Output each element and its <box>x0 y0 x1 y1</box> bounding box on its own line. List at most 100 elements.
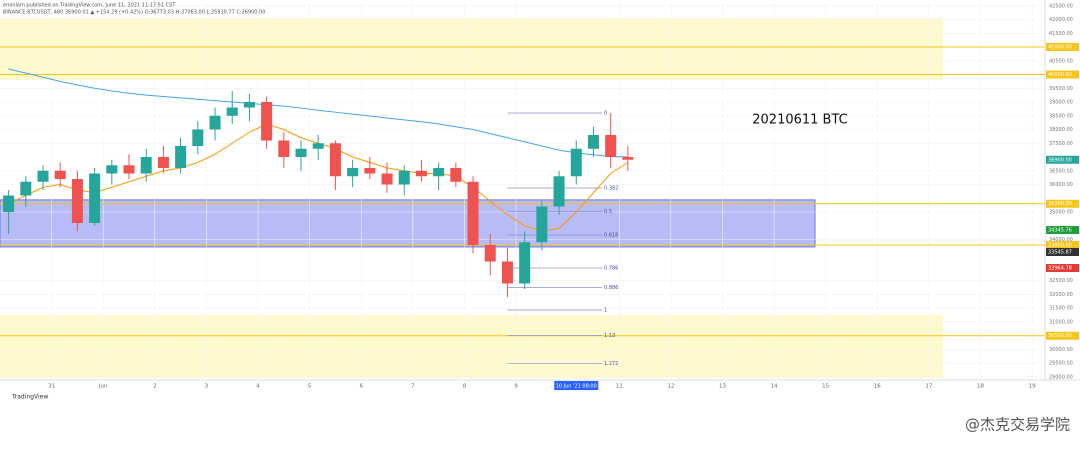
x-tick-label: 19 <box>1029 384 1036 390</box>
level-label: 34345.76 <box>1048 228 1072 234</box>
level-label-box <box>1046 43 1079 52</box>
y-tick-label: 42000.00 <box>1049 17 1073 23</box>
candle-body <box>536 206 548 243</box>
y-tick-label: 38000.00 <box>1049 127 1073 133</box>
candle-body <box>467 181 479 245</box>
candle-body <box>157 157 169 169</box>
candle-body <box>140 157 152 174</box>
candle-body <box>192 129 204 147</box>
candle-body <box>433 168 445 177</box>
y-tick-label: 30000.00 <box>1049 347 1073 353</box>
fib-label: 0.886 <box>604 285 618 291</box>
fib-label: 0.382 <box>604 185 618 191</box>
y-tick-label: 31000.00 <box>1049 319 1073 325</box>
candle-body <box>261 102 273 141</box>
x-tick-label: 31 <box>48 384 55 390</box>
ma-line <box>8 68 628 158</box>
cursor-label-box <box>554 381 599 390</box>
candle-body <box>278 140 290 158</box>
fib-label: 0.786 <box>604 265 618 271</box>
candle-body <box>123 165 135 174</box>
watermark: @杰克交易学院 <box>965 416 1070 434</box>
candle-body <box>501 261 513 284</box>
level-label-box <box>1046 155 1079 164</box>
candle-body <box>519 242 531 284</box>
zone <box>0 315 943 379</box>
level-label: 33800.00 <box>1048 242 1072 248</box>
level-label-box <box>1046 263 1079 272</box>
candle-body <box>415 170 427 177</box>
level-label: 41000.00 <box>1048 45 1072 51</box>
candle-body <box>209 115 221 130</box>
header: eminlam published on TradingView.com, Ju… <box>3 3 176 9</box>
fib-label: 0.618 <box>604 232 618 238</box>
fib-label: 0 <box>604 111 607 117</box>
level-label-box <box>1046 199 1079 208</box>
level-label: 35300.00 <box>1048 201 1072 207</box>
y-tick-label: 40500.00 <box>1049 58 1073 64</box>
candle-body <box>312 143 324 149</box>
candle-body <box>484 244 496 262</box>
candle-body <box>570 148 582 177</box>
x-tick-label: 13 <box>719 384 726 390</box>
x-tick-label: 3 <box>205 384 209 390</box>
candle-body <box>175 146 187 169</box>
fib-label: 1 <box>604 307 607 313</box>
x-tick-label: 4 <box>256 384 260 390</box>
fib-label: 1.272 <box>604 361 618 367</box>
candle-body <box>243 102 255 108</box>
candle-body <box>329 143 341 177</box>
candle-body <box>295 148 307 158</box>
x-tick-label: Jun <box>98 384 108 390</box>
candle-body <box>226 107 238 116</box>
brand: TradingView <box>11 394 48 401</box>
y-tick-label: 36500.00 <box>1049 168 1073 174</box>
x-tick-label: 11 <box>616 384 623 390</box>
candle-body <box>20 181 32 196</box>
y-tick-label: 35000.00 <box>1049 209 1073 215</box>
y-tick-label: 36000.00 <box>1049 182 1073 188</box>
candle-body <box>605 135 617 158</box>
candle-body <box>622 157 634 160</box>
y-tick-label: 41500.00 <box>1049 31 1073 37</box>
y-tick-label: 37500.00 <box>1049 141 1073 147</box>
zone <box>0 18 943 81</box>
y-tick-label: 32500.00 <box>1049 278 1073 284</box>
level-label: 40000.00 <box>1048 72 1072 78</box>
x-tick-label: 14 <box>771 384 778 390</box>
candle-body <box>54 170 66 180</box>
y-tick-label: 34000.00 <box>1049 237 1073 243</box>
cursor-label: 10 Jun '21 08:00 <box>556 384 597 390</box>
candle-body <box>106 165 118 174</box>
level-label-box <box>1046 70 1079 79</box>
candle-body <box>89 173 101 223</box>
y-tick-label: 31500.00 <box>1049 306 1073 312</box>
x-tick-label: 7 <box>411 384 415 390</box>
fib-label: 0.5 <box>604 209 612 215</box>
fib-label: 1.13 <box>604 333 615 339</box>
level-label-box <box>1046 240 1079 249</box>
y-tick-label: 42500.00 <box>1049 3 1073 9</box>
y-tick-label: 38500.00 <box>1049 113 1073 119</box>
level-label-box <box>1046 226 1079 235</box>
annotation: 20210611 BTC <box>752 113 847 128</box>
x-tick-label: 12 <box>667 384 674 390</box>
x-tick-label: 16 <box>874 384 881 390</box>
x-tick-label: 5 <box>308 384 312 390</box>
level-label-box <box>1046 331 1079 340</box>
candle-body <box>450 168 462 182</box>
x-tick-label: 9 <box>514 384 518 390</box>
y-tick-label: 39000.00 <box>1049 100 1073 106</box>
candle-body <box>347 168 359 177</box>
y-tick-label: 29500.00 <box>1049 361 1073 367</box>
candle-body <box>3 195 15 212</box>
x-tick-label: 15 <box>822 384 829 390</box>
symbol-line: BINANCE:BTCUSDT, 480 36900.01 ▲ +154.29 … <box>3 10 265 16</box>
candle-body <box>398 170 410 185</box>
candle-body <box>71 179 83 223</box>
level-label: 32964.78 <box>1048 265 1072 271</box>
x-tick-label: 8 <box>463 384 467 390</box>
zone <box>0 199 816 248</box>
candle-body <box>587 135 599 149</box>
